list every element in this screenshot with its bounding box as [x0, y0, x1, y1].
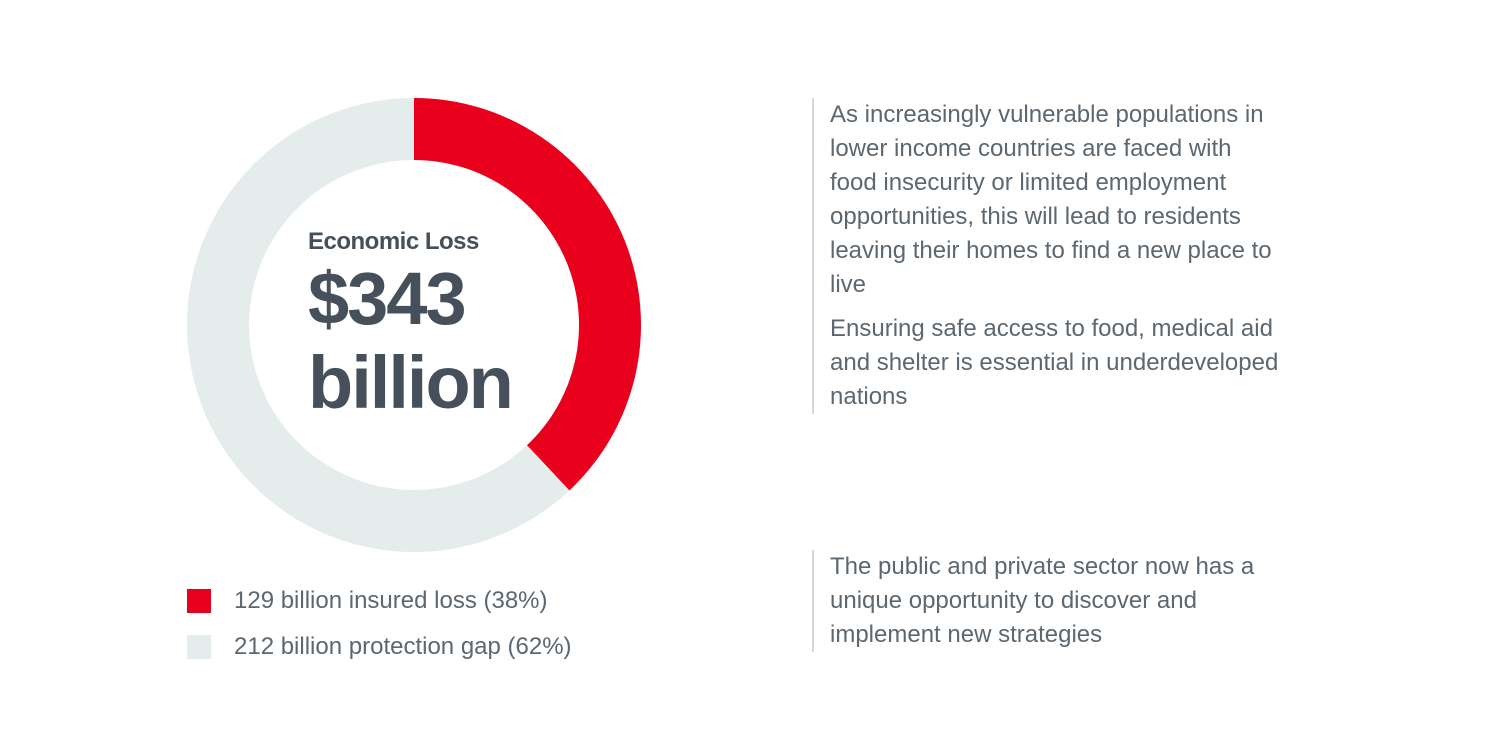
- legend-item-insured: 129 billion insured loss (38%): [187, 578, 572, 624]
- donut-slice-0: [414, 98, 641, 491]
- legend: 129 billion insured loss (38%) 212 billi…: [187, 578, 572, 670]
- text-block-1: As increasingly vulnerable populations i…: [812, 98, 1280, 414]
- donut-slice-1: [187, 98, 570, 552]
- center-label: Economic Loss: [308, 228, 479, 255]
- center-value-2: billion: [308, 341, 514, 424]
- center-value-1: $343: [308, 257, 467, 340]
- legend-label: 212 billion protection gap (62%): [234, 633, 572, 660]
- legend-item-gap: 212 billion protection gap (62%): [187, 624, 572, 670]
- donut-chart: [187, 98, 641, 552]
- legend-swatch-insured: [187, 589, 211, 613]
- paragraph: As increasingly vulnerable populations i…: [830, 101, 1272, 298]
- legend-swatch-gap: [187, 635, 211, 659]
- text-block-2: The public and private sector now has a …: [812, 550, 1300, 652]
- paragraph: Ensuring safe access to food, medical ai…: [830, 315, 1279, 410]
- paragraph: The public and private sector now has a …: [830, 553, 1255, 648]
- legend-label: 129 billion insured loss (38%): [234, 587, 548, 614]
- donut-center: Economic Loss $343 billion: [308, 228, 514, 424]
